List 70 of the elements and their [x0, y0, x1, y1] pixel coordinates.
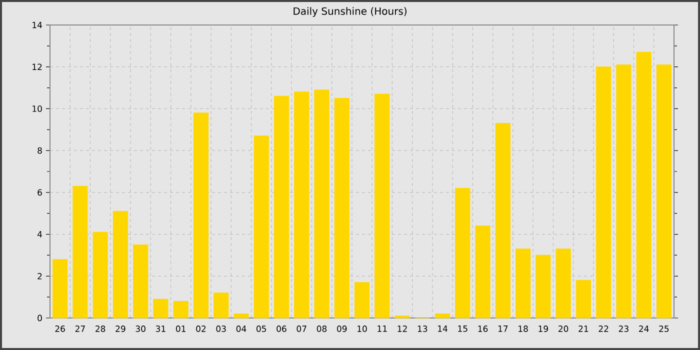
x-tick-label: 12: [398, 326, 407, 332]
x-tick-label: 06: [276, 326, 286, 332]
x-tick-label: 15: [458, 326, 468, 332]
x-tick-label: 02: [196, 326, 206, 332]
bar: [274, 96, 290, 318]
x-tick-label: 21: [578, 326, 588, 332]
y-tick-label: 0: [38, 314, 42, 322]
chart-title: Daily Sunshine (Hours): [294, 7, 406, 17]
bar: [374, 94, 390, 318]
bar: [576, 280, 591, 318]
y-tick-label: 14: [32, 22, 42, 28]
x-tick-label: 09: [337, 326, 347, 332]
x-tick-label: 10: [358, 326, 367, 332]
bar: [596, 66, 612, 318]
y-tick-label: 8: [38, 147, 42, 154]
x-tick-label: 23: [618, 326, 628, 332]
bar: [495, 123, 510, 318]
x-tick-label: 27: [75, 326, 85, 332]
bar: [334, 98, 350, 318]
y-tick-label: 2: [38, 272, 42, 280]
x-tick-label: 13: [418, 326, 428, 332]
bar: [636, 52, 652, 318]
bar: [354, 282, 370, 318]
x-tick-label: 29: [116, 326, 126, 332]
x-tick-label: 22: [598, 326, 608, 332]
x-tick-label: 26: [55, 326, 65, 332]
bar: [133, 244, 148, 318]
x-tick-label: 31: [156, 326, 166, 332]
x-tick-label: 28: [96, 326, 106, 332]
bar: [214, 292, 229, 318]
bar: [455, 188, 470, 318]
x-tick-label: 17: [498, 326, 508, 332]
y-tick-label: 4: [37, 231, 42, 238]
x-tick-label: 20: [558, 326, 568, 332]
bar: [616, 64, 632, 318]
x-tick-label: 25: [659, 326, 669, 332]
bar: [515, 248, 531, 318]
bar: [112, 210, 128, 318]
x-tick-label: 24: [639, 326, 649, 332]
bar: [294, 92, 310, 318]
bar: [656, 64, 672, 318]
x-tick-label: 08: [316, 326, 327, 332]
x-tick-label: 11: [378, 326, 387, 332]
x-tick-label: 05: [256, 326, 266, 332]
bar: [536, 254, 551, 318]
y-tick-label: 6: [38, 189, 42, 196]
x-tick-label: 03: [216, 326, 226, 332]
y-tick-label: 10: [32, 106, 42, 112]
x-tick-label: 07: [296, 326, 306, 332]
bar: [234, 314, 249, 318]
bar: [475, 226, 490, 318]
bar: [52, 259, 68, 318]
x-tick-label: 14: [438, 326, 448, 332]
x-tick-label: 30: [136, 326, 146, 332]
bar: [92, 232, 108, 318]
bar: [314, 90, 330, 318]
bar: [153, 298, 168, 318]
bar: [173, 300, 188, 318]
bar: [394, 316, 410, 318]
bar: [254, 136, 269, 318]
x-tick-label: 18: [518, 326, 528, 332]
x-tick-label: 16: [478, 326, 488, 332]
bar: [556, 248, 571, 318]
x-tick-label: 04: [236, 326, 246, 332]
y-tick-label: 12: [32, 64, 42, 70]
x-tick-label: 19: [538, 326, 548, 332]
bar: [193, 112, 209, 318]
bar: [72, 186, 88, 318]
x-tick-label: 01: [176, 326, 186, 332]
bar: [434, 314, 450, 318]
